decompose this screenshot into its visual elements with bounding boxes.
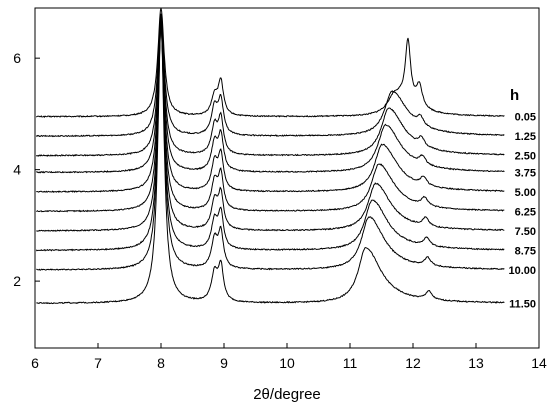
x-tick-label: 11 — [343, 355, 358, 371]
x-tick-label: 6 — [31, 355, 39, 371]
y-tick-label: 4 — [13, 162, 21, 178]
series-line — [35, 13, 505, 138]
x-tick-label: 9 — [220, 355, 228, 371]
y-tick-label: 6 — [13, 50, 21, 66]
x-tick-label: 12 — [405, 355, 421, 371]
series-line — [35, 16, 505, 157]
x-axis-title: 2θ/degree — [253, 386, 321, 403]
series-label: 0.05 — [515, 112, 536, 124]
series-line — [35, 24, 505, 252]
y-axis-ticks: 2 4 6 — [13, 50, 40, 289]
x-tick-label: 10 — [279, 355, 295, 371]
series-label: 1.25 — [515, 131, 536, 143]
x-tick-label: 8 — [157, 355, 165, 371]
series-label: 10.00 — [508, 265, 536, 277]
series-line — [35, 8, 505, 118]
x-tick-label: 13 — [468, 355, 484, 371]
series-labels: 0.05 1.25 2.50 3.75 5.00 6.25 7.50 8.75 10.00 11.… — [508, 112, 536, 311]
series-line — [36, 21, 505, 194]
series-label: 6.25 — [515, 206, 536, 218]
x-tick-label: 7 — [94, 355, 102, 371]
series-label: 3.75 — [515, 167, 536, 179]
plot-frame — [34, 7, 540, 349]
series-label: 11.50 — [509, 298, 536, 310]
series-line — [36, 19, 505, 174]
series-curves — [35, 8, 505, 305]
series-line — [36, 24, 505, 305]
series-label: 5.00 — [515, 187, 536, 199]
y-tick-label: 2 — [13, 273, 21, 289]
series-label: 2.50 — [515, 151, 536, 163]
series-label: 8.75 — [515, 245, 536, 257]
x-axis-ticks: 6 7 8 9 10 11 12 13 14 — [31, 343, 547, 371]
legend-title: h — [510, 87, 519, 104]
x-tick-label: 14 — [531, 355, 547, 371]
series-line — [36, 21, 505, 213]
series-line — [36, 24, 505, 271]
series-label: 7.50 — [515, 226, 536, 238]
series-line — [36, 24, 505, 232]
